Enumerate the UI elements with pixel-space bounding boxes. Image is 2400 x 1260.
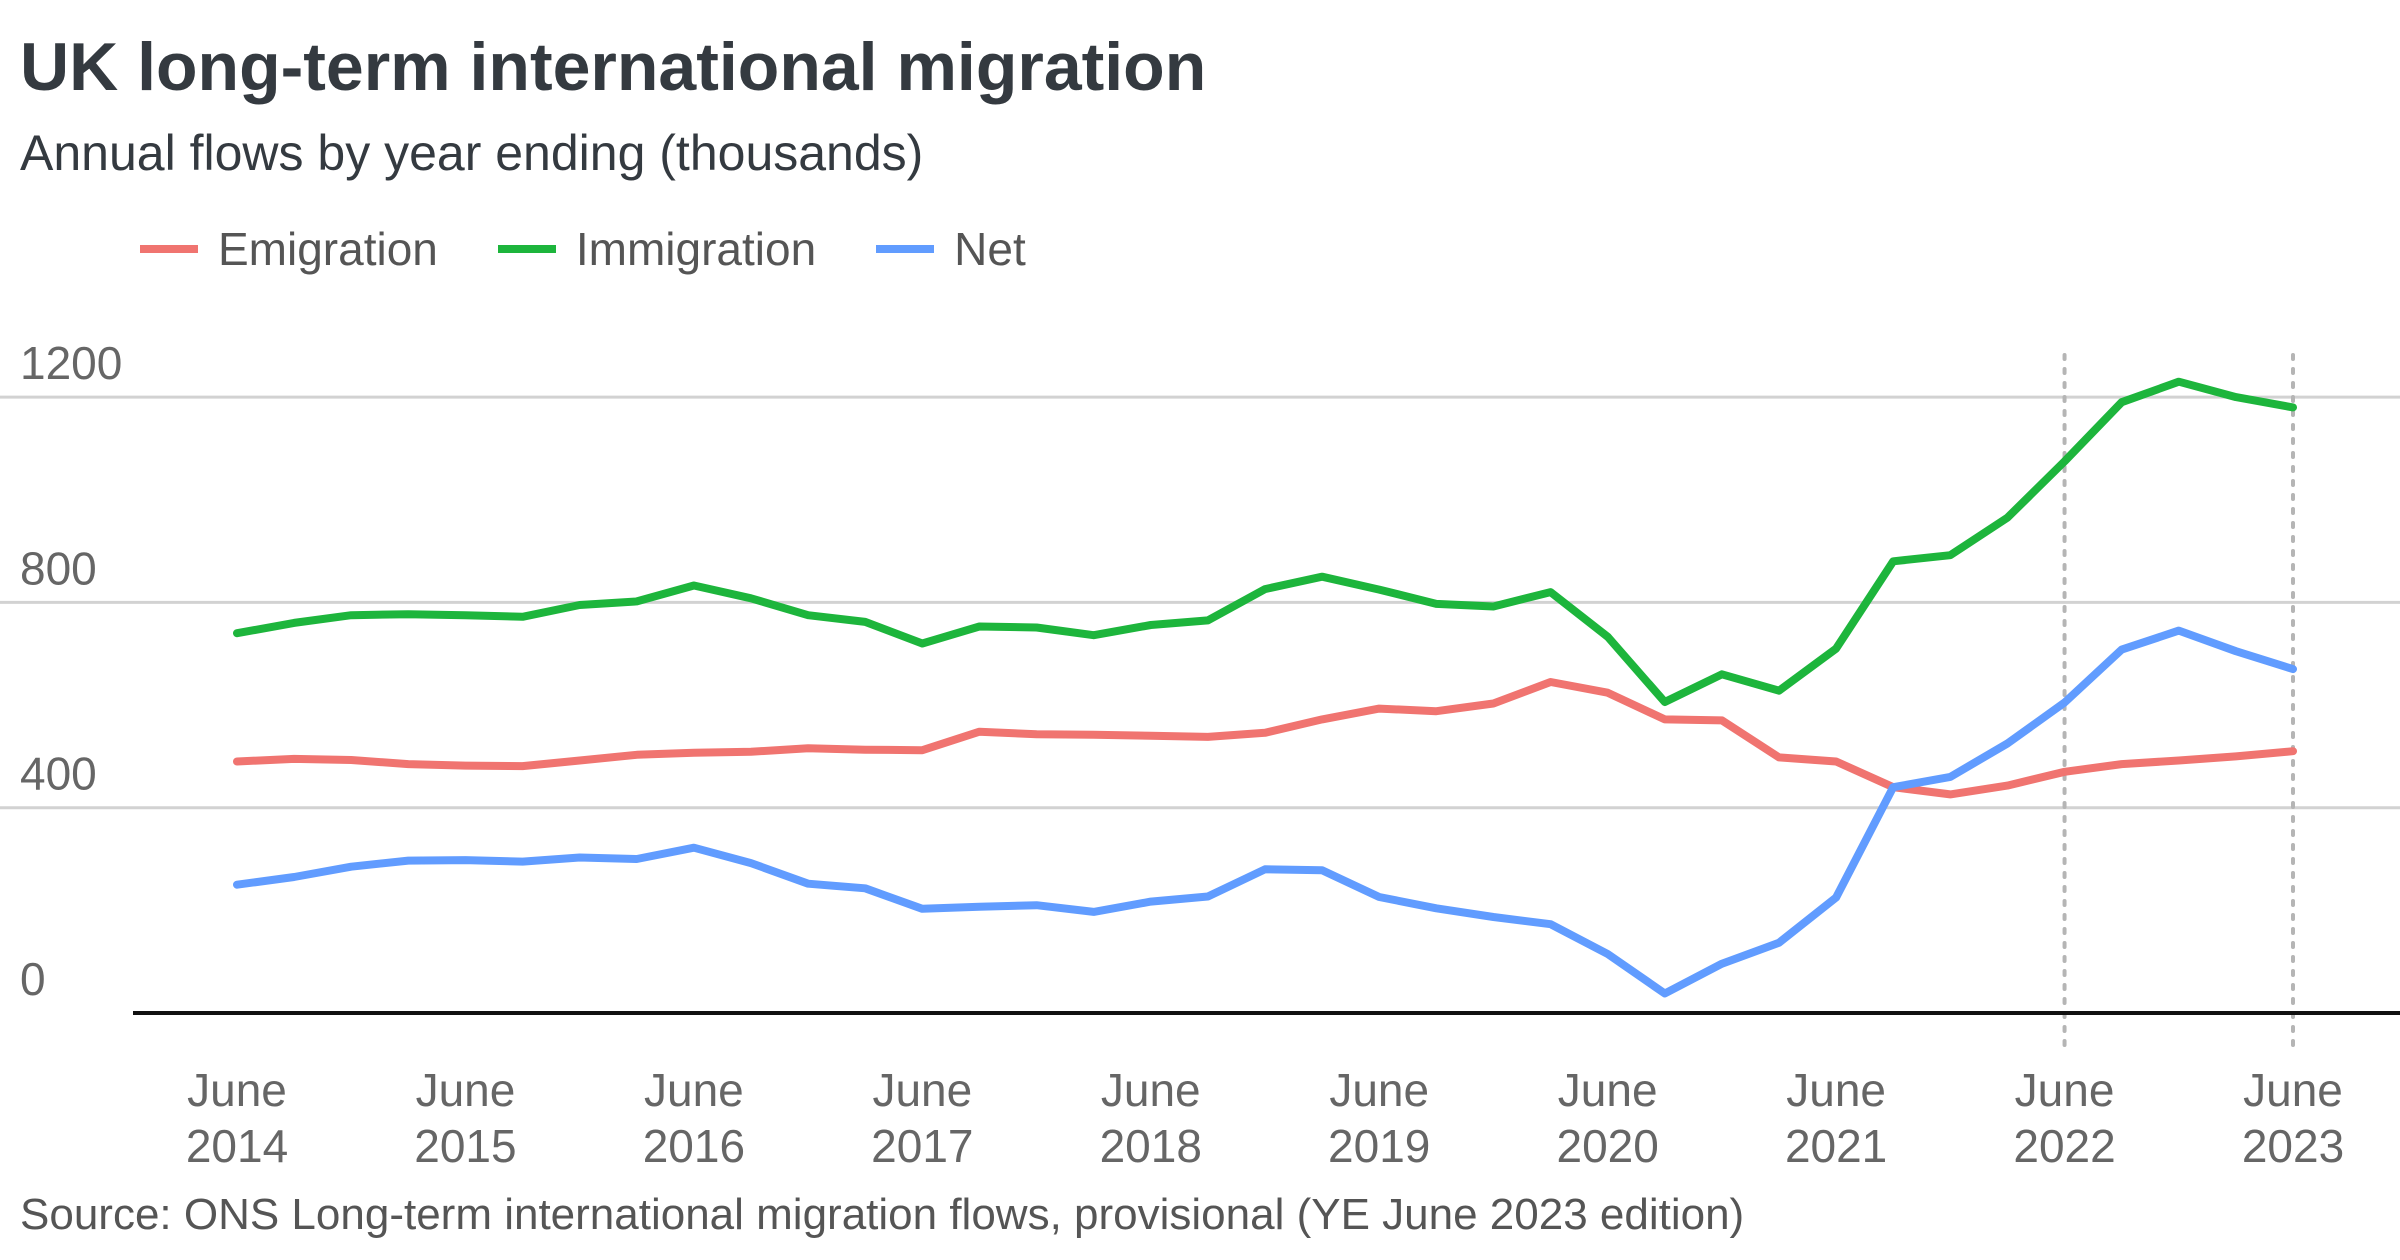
x-tick-label-month: June [1329,1064,1429,1116]
y-tick-label-800: 800 [20,542,97,594]
gridlines [0,395,2400,810]
tick-labels: 04008001200June2014June2015June2016June2… [20,337,2344,1172]
y-tick-label-0: 0 [20,953,46,1005]
series-line-net [233,626,2297,998]
x-tick-label-month: June [872,1064,972,1116]
x-tick-label-month: June [416,1064,516,1116]
x-tick-label-year: 2014 [186,1120,288,1172]
x-tick-label-month: June [187,1064,287,1116]
x-tick-label-year: 2021 [1785,1120,1887,1172]
x-tick-label-year: 2018 [1100,1120,1202,1172]
x-tick-label-year: 2020 [1556,1120,1658,1172]
legend-label-net: Net [954,223,1026,275]
y-tick-label-1200: 1200 [20,337,122,389]
legend-item-emigration: Emigration [140,222,438,276]
x-tick-label-month: June [644,1064,744,1116]
chart-source: Source: ONS Long-term international migr… [20,1190,1745,1239]
series-line-emigration [233,678,2297,799]
legend-label-immigration: Immigration [575,223,817,275]
chart-subtitle: Annual flows by year ending (thousands) [20,125,924,181]
legend-item-immigration: Immigration [497,222,817,276]
series-lines [233,377,2297,998]
legend-swatch-immigration [497,245,556,253]
x-tick-label-year: 2016 [643,1120,745,1172]
legend-label-emigration: Emigration [218,223,438,275]
reference-lines [2062,353,2295,1052]
chart-legend: Emigration Immigration Net [140,222,1086,276]
legend-swatch-emigration [140,245,198,253]
x-tick-label-year: 2017 [871,1120,973,1172]
x-tick-label-year: 2023 [2242,1120,2344,1172]
x-tick-label-month: June [1786,1064,1886,1116]
series-line-immigration [233,377,2297,706]
x-tick-label-month: June [1101,1064,1201,1116]
legend-item-net: Net [876,222,1026,276]
legend-swatch-net [876,245,935,253]
x-tick-label-year: 2015 [414,1120,516,1172]
x-tick-label-month: June [1558,1064,1658,1116]
chart-title: UK long-term international migration [20,29,1207,105]
x-tick-label-year: 2019 [1328,1120,1430,1172]
x-tick-label-month: June [2015,1064,2115,1116]
x-tick-label-month: June [2243,1064,2343,1116]
x-tick-label-year: 2022 [2013,1120,2115,1172]
y-tick-label-400: 400 [20,748,97,800]
